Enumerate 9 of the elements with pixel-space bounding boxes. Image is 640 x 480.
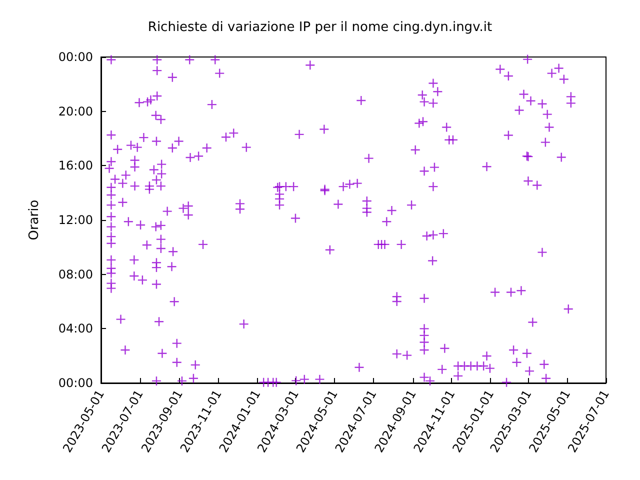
y-tick-label: 00:00 [58,376,93,390]
y-tick-label: 20:00 [58,104,93,118]
y-tick-label: 00:00 [58,50,93,64]
y-tick-label: 08:00 [58,267,93,282]
y-axis-title: Orario [27,200,42,240]
chart-title: Richieste di variazione IP per il nome cing.dyn.ingv.it [148,20,492,35]
y-tick-label: 12:00 [58,213,93,227]
y-tick-label: 16:00 [58,158,93,173]
y-tick-label: 04:00 [58,322,93,336]
